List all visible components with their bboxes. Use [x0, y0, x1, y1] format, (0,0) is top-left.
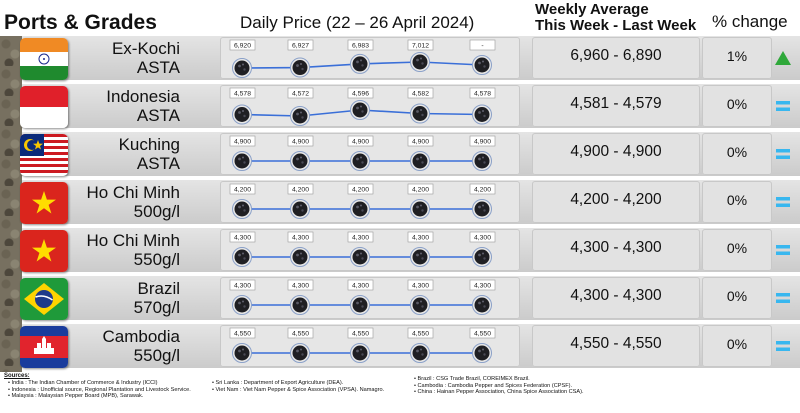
indonesia-flag — [20, 86, 68, 128]
source-malaysia: Malaysia : Malaysian Pepper Board (MPB),… — [8, 393, 191, 400]
price-row: Ho Chi Minh 550g/l 4,300 - 4,300 0% — [0, 228, 800, 272]
grade-name: 550g/l — [133, 250, 180, 269]
port-grade-label: Ex-Kochi ASTA — [72, 39, 180, 77]
grade-name: ASTA — [136, 154, 180, 173]
weekly-average-value: 6,960 - 6,890 — [570, 47, 662, 64]
sources-title: Sources: — [4, 373, 30, 379]
daily-price-panel — [220, 181, 520, 223]
source-brazil: Brazil : CSG Trade Brazil, COREIMEX Braz… — [414, 376, 584, 383]
percent-change-value: 0% — [726, 192, 748, 208]
grade-name: ASTA — [136, 58, 180, 77]
grade-name: 500g/l — [133, 202, 180, 221]
equals-icon — [774, 241, 792, 259]
percent-change-value: 0% — [726, 240, 748, 256]
weekly-average-panel — [532, 277, 700, 319]
source-indonesia: Indonesia : Unofficial source, Regional … — [8, 387, 191, 394]
percent-change-value: 0% — [726, 96, 748, 112]
weekly-average-panel — [532, 325, 700, 367]
percent-change-panel — [702, 181, 772, 223]
daily-price-panel — [220, 37, 520, 79]
equals-icon — [774, 193, 792, 211]
malaysia-flag — [20, 134, 68, 176]
port-name: Ho Chi Minh — [86, 183, 180, 202]
percent-change-panel — [702, 325, 772, 367]
source-vietnam: Viet Nam : Viet Nam Pepper & Spice Assoc… — [212, 387, 385, 394]
weekly-average-line2: This Week - Last Week — [535, 17, 697, 34]
daily-price-header: Daily Price (22 – 26 April 2024) — [240, 13, 475, 32]
weekly-average-header: Weekly Average This Week - Last Week — [535, 2, 696, 34]
daily-price-panel — [220, 277, 520, 319]
port-grade-label: Kuching ASTA — [72, 135, 180, 173]
price-row: Kuching ASTA 4,900 - 4,900 0% — [0, 132, 800, 176]
daily-price-panel — [220, 229, 520, 271]
port-name: Brazil — [137, 279, 180, 298]
price-row: Ex-Kochi ASTA 6,960 - 6,890 1% — [0, 36, 800, 80]
vietnam-flag — [20, 230, 68, 272]
percent-change-panel — [702, 37, 772, 79]
source-india: India : The Indian Chamber of Commerce &… — [8, 380, 191, 387]
weekly-average-value: 4,581 - 4,579 — [570, 95, 662, 112]
weekly-average-panel — [532, 37, 700, 79]
percent-change-panel — [702, 229, 772, 271]
equals-icon — [774, 97, 792, 115]
percent-change-header: % change — [712, 12, 788, 31]
source-china: China : Hainan Pepper Association, China… — [414, 389, 584, 396]
ports-grades-header: Ports & Grades — [4, 11, 157, 34]
port-name: Indonesia — [106, 87, 180, 106]
peppercorn-decoration — [0, 36, 22, 372]
percent-change-value: 0% — [726, 288, 748, 304]
grade-name: ASTA — [136, 106, 180, 125]
weekly-average-panel — [532, 85, 700, 127]
equals-icon — [774, 337, 792, 355]
equals-icon — [774, 145, 792, 163]
port-grade-label: Ho Chi Minh 550g/l — [72, 231, 180, 269]
sources-col-3: Brazil : CSG Trade Brazil, COREIMEX Braz… — [414, 376, 584, 396]
weekly-average-panel — [532, 229, 700, 271]
price-row: Brazil 570g/l 4,300 - 4,300 0% — [0, 276, 800, 320]
equals-icon — [774, 289, 792, 307]
vietnam-flag — [20, 182, 68, 224]
weekly-average-value: 4,550 - 4,550 — [570, 335, 662, 352]
brazil-flag — [20, 278, 68, 320]
port-name: Ex-Kochi — [111, 39, 180, 58]
port-grade-label: Ho Chi Minh 500g/l — [72, 183, 180, 221]
daily-price-panel — [220, 325, 520, 367]
port-name: Kuching — [118, 135, 180, 154]
port-grade-label: Cambodia 550g/l — [72, 327, 181, 365]
price-row: Ho Chi Minh 500g/l 4,200 - 4,200 0% — [0, 180, 800, 224]
percent-change-value: 0% — [726, 336, 748, 352]
daily-price-panel — [220, 85, 520, 127]
grade-name: 570g/l — [133, 298, 180, 317]
sources-col-1: India : The Indian Chamber of Commerce &… — [8, 380, 191, 400]
weekly-average-value: 4,300 - 4,300 — [570, 239, 662, 256]
weekly-average-panel — [532, 181, 700, 223]
sources-col-2: Sri Lanka : Department of Export Agricul… — [212, 380, 385, 394]
daily-price-panel — [220, 133, 520, 175]
cambodia-flag — [20, 326, 68, 368]
port-grade-label: Indonesia ASTA — [72, 87, 180, 125]
grade-name: 550g/l — [133, 346, 180, 365]
sources-footnote: Sources: India : The Indian Chamber of C… — [4, 372, 800, 413]
weekly-average-value: 4,300 - 4,300 — [570, 287, 662, 304]
weekly-average-line1: Weekly Average — [535, 1, 649, 18]
price-row: Cambodia 550g/l 4,550 - 4,550 0% — [0, 324, 800, 368]
weekly-average-panel — [532, 133, 700, 175]
up-triangle-icon — [774, 49, 792, 67]
price-row: Indonesia ASTA 4,581 - 4,579 0% — [0, 84, 800, 128]
percent-change-panel — [702, 133, 772, 175]
port-name: Cambodia — [102, 327, 181, 346]
weekly-average-value: 4,900 - 4,900 — [570, 143, 662, 160]
source-srilanka: Sri Lanka : Department of Export Agricul… — [212, 380, 384, 387]
percent-change-panel — [702, 85, 772, 127]
port-name: Ho Chi Minh — [86, 231, 180, 250]
percent-change-value: 1% — [726, 48, 748, 64]
percent-change-panel — [702, 277, 772, 319]
percent-change-value: 0% — [726, 144, 748, 160]
india-flag — [20, 38, 68, 80]
source-cambodia: Cambodia : Cambodia Pepper and Spices Fe… — [414, 383, 584, 390]
port-grade-label: Brazil 570g/l — [72, 279, 180, 317]
weekly-average-value: 4,200 - 4,200 — [570, 191, 662, 208]
